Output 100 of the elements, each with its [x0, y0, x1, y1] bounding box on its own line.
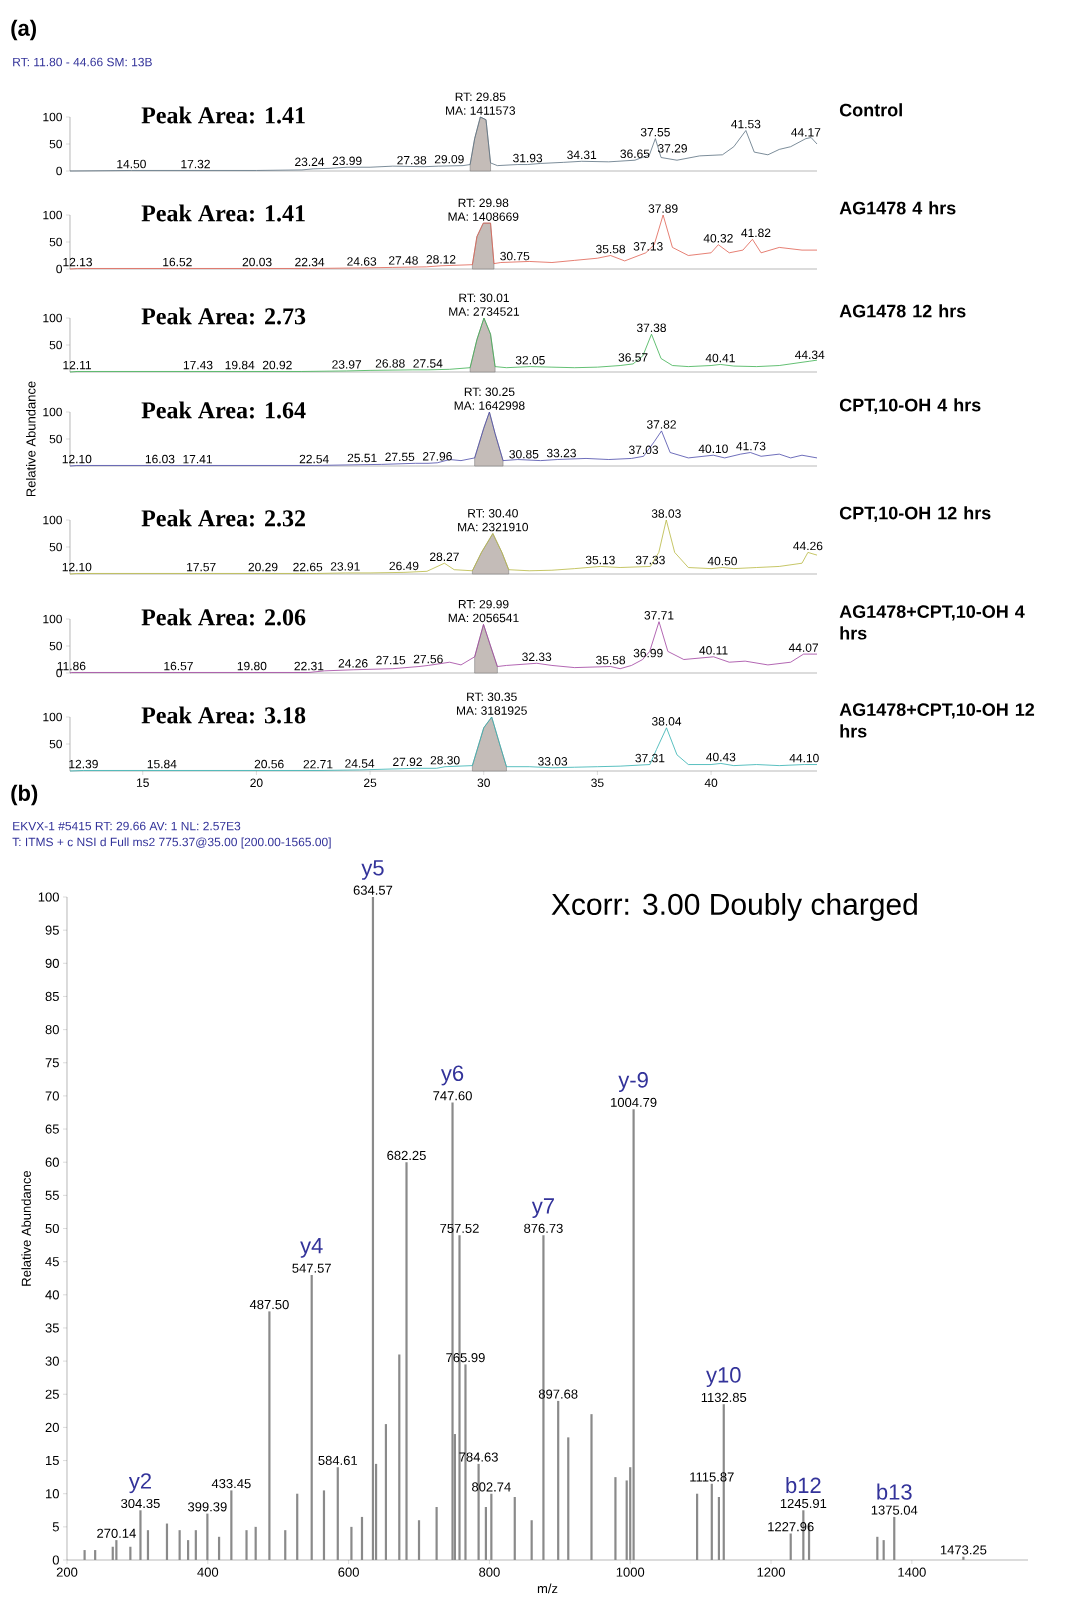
- bar: [435, 1506, 438, 1561]
- text: T: ITMS + c NSI d Full ms2 775.37@35.00 [200.00-1565.00]: [12, 837, 331, 849]
- y-tick-label: 50: [45, 1223, 59, 1234]
- annotation: 1375.04: [871, 1505, 918, 1515]
- y-tick-label: 80: [45, 1025, 59, 1035]
- x-tick-label: 40: [704, 778, 718, 788]
- annotation: 547.57: [292, 1263, 331, 1273]
- y-tick-label: 60: [45, 1157, 59, 1167]
- annotation: 12.10: [62, 454, 92, 464]
- annotation: 28.12: [426, 255, 456, 264]
- y-tick-label: 50: [49, 739, 62, 749]
- annotation: 22.71: [303, 759, 333, 769]
- y-tick-label: 30: [45, 1356, 59, 1366]
- y-tick-label: 100: [43, 313, 62, 323]
- bar: [206, 1513, 209, 1561]
- annotation: RT: 30.01: [459, 293, 509, 302]
- annotation: 27.15: [376, 655, 406, 665]
- bar: [590, 1414, 593, 1561]
- bar: [490, 1493, 493, 1561]
- x-axis-title: m/z: [537, 1583, 558, 1594]
- annotation: 37.03: [628, 445, 659, 455]
- annotation: 40.50: [707, 556, 737, 566]
- bar: [696, 1493, 699, 1561]
- annotation: 37.82: [646, 420, 676, 429]
- y-tick-label: 75: [45, 1058, 59, 1068]
- chart-subtitle: EKVX-1 #5415 RT: 29.66 AV: 1 NL: 2.57E3: [13, 821, 241, 831]
- series-label: Control: [839, 103, 902, 117]
- x-tick-label: 15: [136, 778, 149, 787]
- annotation: 270.14: [97, 1528, 136, 1538]
- bar: [557, 1400, 560, 1561]
- annotation: 23.97: [332, 360, 362, 369]
- annotation: 433.45: [211, 1478, 251, 1489]
- annotation: 37.13: [633, 242, 663, 251]
- annotation: 584.61: [318, 1455, 358, 1465]
- annotation: RT: 30.25: [464, 387, 515, 396]
- bar: [310, 1274, 313, 1561]
- annotation: 765.99: [446, 1353, 485, 1363]
- annotation: 36.65: [620, 149, 650, 158]
- bar: [254, 1526, 257, 1561]
- y-tick-label: 100: [43, 407, 62, 417]
- annotation: 784.63: [459, 1452, 498, 1462]
- annotation: 30.85: [509, 449, 539, 459]
- annotation: 44.10: [789, 753, 819, 763]
- annotation: MA: 2321910: [458, 522, 529, 532]
- annotation: 29.09: [434, 154, 464, 164]
- bar: [882, 1540, 885, 1561]
- y-tick-label: 100: [43, 614, 62, 624]
- annotation: 41.53: [731, 119, 761, 129]
- bar: [710, 1483, 713, 1561]
- bar: [384, 1424, 388, 1561]
- x-tick-label: 30: [477, 778, 490, 788]
- annotation: 23.91: [330, 562, 360, 571]
- text: CPT,10-OH 12 hrs: [839, 506, 991, 523]
- annotation: 1245.91: [780, 1498, 827, 1509]
- annotation: Peak Area: 1.41: [141, 204, 305, 222]
- annotation: MA: 3181925: [456, 706, 527, 715]
- annotation: 33.03: [538, 757, 568, 766]
- annotation: y-9: [618, 1072, 648, 1093]
- annotation: 14.50: [117, 159, 146, 169]
- annotation: y5: [361, 860, 384, 880]
- chart-title: (b): [11, 784, 38, 806]
- bar: [484, 1506, 487, 1561]
- annotation: 12.13: [63, 257, 92, 267]
- bar: [94, 1550, 97, 1561]
- annotation: 27.96: [422, 452, 452, 461]
- annotation: 17.57: [187, 562, 216, 572]
- bar: [83, 1550, 86, 1561]
- x-tick-label: 200: [56, 1567, 78, 1577]
- annotation: 37.71: [644, 611, 674, 620]
- y-tick-label: 15: [45, 1456, 59, 1466]
- annotation: MA: 1642998: [454, 401, 525, 410]
- annotation: 44.34: [795, 350, 825, 359]
- annotation: 27.54: [413, 359, 443, 368]
- annotation: 15.84: [147, 759, 177, 769]
- y-tick-label: 100: [43, 210, 62, 220]
- y-tick-label: 0: [52, 1555, 59, 1565]
- annotation: 26.49: [389, 561, 419, 571]
- y-tick-label: 55: [45, 1190, 59, 1200]
- annotation: 399.39: [188, 1502, 227, 1512]
- annotation: 27.48: [388, 256, 418, 265]
- annotation: RT: 29.98: [458, 198, 509, 208]
- text: AG1478 12 hrs: [839, 304, 966, 318]
- annotation: Peak Area: 2.73: [141, 307, 306, 325]
- chart-title: (a): [11, 19, 36, 41]
- annotation: 37.33: [635, 555, 665, 565]
- annotation: 36.57: [618, 353, 648, 362]
- bar: [296, 1493, 299, 1561]
- annotation: 34.31: [567, 150, 597, 160]
- y-tick-label: 50: [49, 340, 62, 350]
- annotation: 35.58: [596, 655, 626, 665]
- annotation: 747.60: [433, 1091, 472, 1101]
- chart-subtitle: RT: 11.80 - 44.66 SM: 13B: [13, 57, 152, 67]
- bar: [139, 1510, 142, 1561]
- annotation: 28.30: [430, 756, 460, 765]
- annotation: RT: 29.85: [455, 92, 506, 101]
- annotation: 304.35: [121, 1498, 160, 1509]
- bar: [322, 1490, 326, 1561]
- annotation: 27.55: [385, 452, 415, 462]
- annotation: 27.38: [397, 156, 427, 165]
- y-tick-label: 45: [45, 1257, 59, 1267]
